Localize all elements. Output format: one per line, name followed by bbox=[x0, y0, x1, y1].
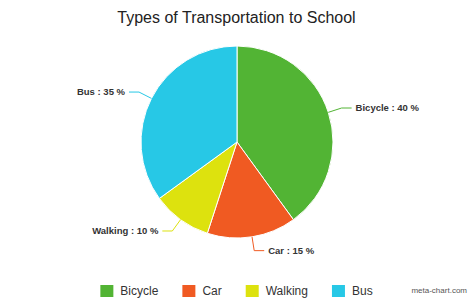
data-label: Bus : 35 % bbox=[77, 86, 126, 97]
legend-item: Bus bbox=[332, 284, 373, 298]
legend-label: Car bbox=[202, 284, 221, 298]
data-label: Walking : 10 % bbox=[92, 225, 159, 236]
legend-item: Car bbox=[182, 284, 221, 298]
pie-slice bbox=[141, 46, 237, 198]
annotation: meta-chart.com bbox=[411, 286, 467, 295]
data-labels: Bicycle : 40 % Car : 15 % Walking : 10 % Bu… bbox=[77, 86, 420, 256]
legend-swatch bbox=[332, 285, 345, 297]
legend-item: Walking bbox=[246, 284, 308, 298]
leader-line bbox=[328, 108, 351, 112]
legend: Bicycle Car Walking Bus bbox=[100, 284, 372, 298]
data-label: Bicycle : 40 % bbox=[356, 102, 420, 113]
title: Types of Transportation to School bbox=[117, 9, 355, 26]
chart: Types of Transportation to School Bicycle… bbox=[0, 0, 473, 301]
legend-label: Bicycle bbox=[120, 284, 158, 298]
leader-line bbox=[252, 237, 264, 251]
pie bbox=[141, 46, 333, 238]
leader-line bbox=[162, 220, 180, 231]
leader-line bbox=[129, 92, 151, 98]
legend-swatch bbox=[182, 285, 195, 297]
legend-swatch bbox=[100, 285, 113, 297]
legend-swatch bbox=[246, 285, 259, 297]
data-label: Car : 15 % bbox=[268, 245, 314, 256]
legend-label: Walking bbox=[266, 284, 308, 298]
legend-label: Bus bbox=[352, 284, 373, 298]
legend-item: Bicycle bbox=[100, 284, 158, 298]
